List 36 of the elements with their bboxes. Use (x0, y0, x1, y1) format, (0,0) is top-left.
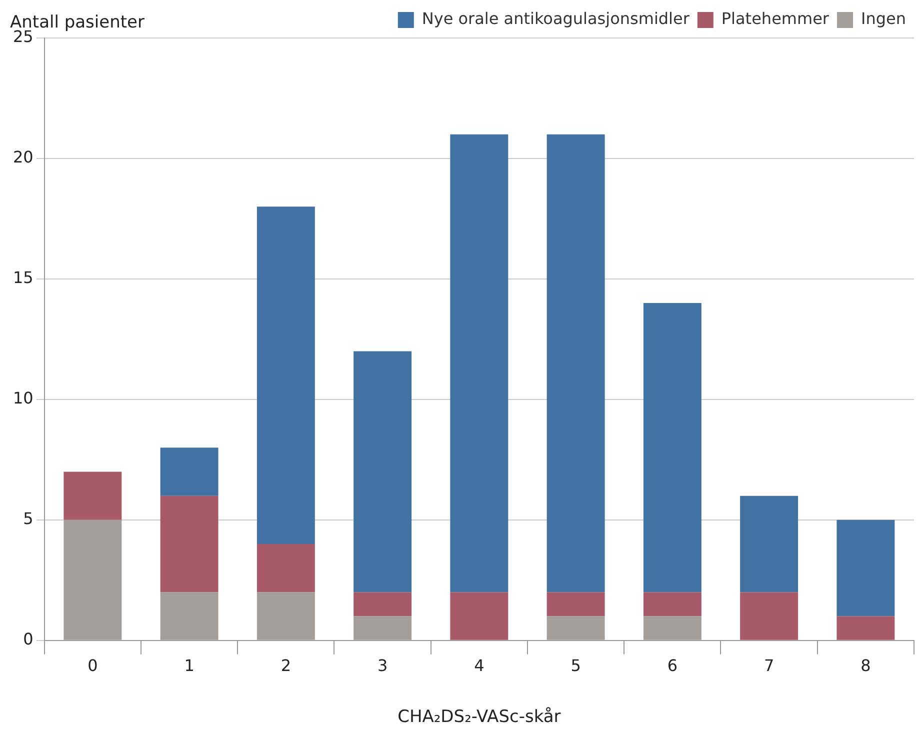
bar (643, 303, 702, 592)
bar (256, 206, 315, 544)
legend-label: Nye orale antikoagulasjonsmidler (422, 9, 690, 28)
bar (740, 592, 798, 640)
bar (64, 472, 122, 520)
bar (740, 496, 798, 592)
y-tick-label: 20 (13, 148, 34, 167)
x-tick-label: 6 (667, 656, 678, 676)
bar (354, 592, 412, 616)
x-tick-label: 4 (474, 656, 484, 676)
bar (546, 134, 605, 592)
bar (450, 134, 508, 592)
y-tick-label: 25 (13, 27, 34, 46)
bar (354, 351, 412, 592)
legend-label: Ingen (861, 9, 906, 28)
bar (256, 544, 315, 592)
legend-label: Platehemmer (721, 9, 830, 28)
bar (546, 592, 605, 616)
y-tick-label: 0 (23, 630, 34, 649)
x-tick-label: 2 (280, 656, 292, 676)
bar (450, 592, 508, 640)
x-tick-label: 5 (570, 656, 581, 676)
bar (836, 616, 895, 640)
x-axis-title: CHA₂DS₂-VASc-skår (398, 707, 561, 728)
y-tick-label: 10 (13, 388, 34, 408)
x-tick-label: 8 (860, 656, 871, 676)
x-tick-label: 3 (377, 656, 388, 676)
bar (836, 520, 895, 616)
y-tick-label: 5 (23, 509, 34, 528)
x-tick-label: 7 (764, 656, 774, 676)
x-tick-label: 0 (88, 656, 98, 676)
bar (643, 592, 702, 616)
bar (160, 496, 218, 592)
x-tick-label: 1 (184, 656, 194, 676)
bar (160, 448, 218, 496)
y-tick-label: 15 (13, 268, 34, 288)
